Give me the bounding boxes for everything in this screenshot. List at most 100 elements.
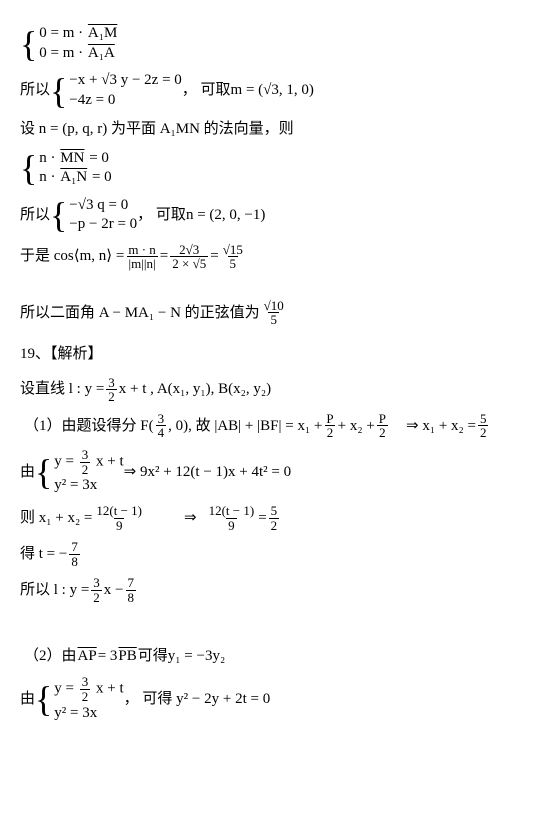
numerator: 2√3 — [177, 243, 201, 257]
brace: { −x + √3 y − 2z = 0 −4z = 0 — [50, 71, 182, 110]
text: 所以 l : y = — [20, 579, 89, 602]
text: x + t , A(x₁, y₁), B(x₂, y₂) — [119, 378, 271, 401]
brace-left: { — [35, 681, 52, 717]
denominator: 2 — [91, 590, 102, 605]
text: 得 t = − — [20, 543, 67, 566]
numerator: 7 — [126, 576, 137, 590]
fraction: 12(t − 1) 9 — [94, 504, 144, 532]
fraction: m · n |m||n| — [126, 243, 157, 271]
brace-body: 0 = m · A₁M 0 = m · A₁A — [39, 24, 118, 63]
text: = 0 — [92, 169, 112, 185]
fraction: 7 8 — [69, 540, 80, 568]
text: 则 x₁ + x₂ = — [20, 507, 92, 530]
line-so-l: 所以 l : y = 3 2 x − 7 8 — [20, 576, 527, 604]
line-so-1: 所以 { −x + √3 y − 2z = 0 −4z = 0 ， 可取 m =… — [20, 71, 527, 110]
line-let-n: 设 n = (p, q, r) 为平面 A₁MN 的法向量，则 — [20, 118, 527, 141]
text: y₁ = −3y₂ — [168, 645, 225, 668]
denominator: 2 — [478, 425, 489, 440]
text: y = — [54, 454, 77, 470]
brace-left: { — [20, 150, 37, 186]
system-2: { n · MN = 0 n · A₁N = 0 — [20, 149, 527, 188]
brace-left: { — [50, 197, 67, 233]
line-so-2: 所以 { −√3 q = 0 −p − 2r = 0 ， 可取 n = (2, … — [20, 196, 527, 235]
brace-left: { — [20, 26, 37, 62]
brace: { 0 = m · A₁M 0 = m · A₁A — [20, 24, 118, 63]
brace-body: y = 3 2 x + t y² = 3x — [54, 448, 123, 496]
text: = — [160, 245, 168, 268]
numerator: 5 — [478, 412, 489, 426]
vector: MN — [59, 149, 85, 169]
fraction: 5 2 — [269, 504, 280, 532]
text: ， 可取 — [182, 79, 231, 102]
line-set-l: 设直线 l : y = 3 2 x + t , A(x₁, y₁), B(x₂,… — [20, 376, 527, 404]
text: 于是 cos⟨m, n⟩ = — [20, 245, 124, 268]
denominator: 2 — [80, 462, 91, 477]
text: = 3 — [98, 645, 118, 668]
text: = 0 — [89, 150, 109, 166]
fraction: 3 2 — [91, 576, 102, 604]
text: = — [210, 245, 218, 268]
fraction: √10 5 — [262, 299, 286, 327]
numerator: √10 — [262, 299, 286, 313]
brace-left: { — [50, 73, 67, 109]
brace-body: y = 3 2 x + t y² = 3x — [54, 675, 123, 723]
eq-row: −4z = 0 — [69, 91, 181, 111]
numerator: P — [324, 412, 335, 426]
text: 0 = m · — [39, 45, 87, 61]
brace-body: −x + √3 y − 2z = 0 −4z = 0 — [69, 71, 181, 110]
fraction: 12(t − 1) 9 — [207, 504, 257, 532]
denominator: 2 — [269, 518, 280, 533]
brace: { y = 3 2 x + t y² = 3x — [35, 448, 124, 496]
brace-left: { — [35, 454, 52, 490]
text: n · — [39, 169, 59, 185]
eq-row: y = 3 2 x + t — [54, 675, 123, 703]
text: （2）由 — [24, 645, 77, 668]
denominator: 5 — [228, 256, 239, 271]
text: + x₂ + — [338, 415, 375, 438]
denominator: 4 — [156, 425, 167, 440]
text: x − — [104, 579, 124, 602]
line-system-3: 由 { y = 3 2 x + t y² = 3x ⇒ 9x² + 12(t −… — [20, 448, 527, 496]
line-system-4: 由 { y = 3 2 x + t y² = 3x ， 可得 y² − 2y +… — [20, 675, 527, 723]
text: y = — [54, 681, 77, 697]
denominator: 8 — [126, 590, 137, 605]
fraction: 5 2 — [478, 412, 489, 440]
text: ⇒ x₁ + x₂ = — [406, 415, 476, 438]
fraction: 3 2 — [80, 675, 91, 703]
brace-body: n · MN = 0 n · A₁N = 0 — [39, 149, 111, 188]
eq-row: y² = 3x — [54, 476, 123, 496]
fraction: 3 2 — [106, 376, 117, 404]
text: ， 可取 — [137, 204, 186, 227]
arrow-icon: ⇒ — [184, 507, 197, 530]
line-part2: （2）由 AP = 3 PB 可得 y₁ = −3y₂ — [24, 645, 527, 668]
line-cos: 于是 cos⟨m, n⟩ = m · n |m||n| = 2√3 2 × √5… — [20, 243, 527, 271]
text: = — [258, 507, 266, 530]
numerator: 3 — [80, 448, 91, 462]
fraction: √15 5 — [221, 243, 245, 271]
eq-row: n · A₁N = 0 — [39, 168, 111, 188]
text: 设直线 l : y = — [20, 378, 104, 401]
denominator: 2 — [80, 689, 91, 704]
brace: { n · MN = 0 n · A₁N = 0 — [20, 149, 112, 188]
text: （1）由题设得分 F( — [24, 415, 154, 438]
text-so: 所以 — [20, 204, 50, 227]
eq-row: 0 = m · A₁A — [39, 44, 118, 64]
text: x + t — [96, 681, 124, 697]
line-get-t: 得 t = − 7 8 — [20, 540, 527, 568]
denominator: 2 — [325, 425, 336, 440]
numerator: 5 — [269, 504, 280, 518]
numerator: 12(t − 1) — [207, 504, 257, 518]
numerator: 3 — [91, 576, 102, 590]
brace-body: −√3 q = 0 −p − 2r = 0 — [69, 196, 137, 235]
fraction: 2√3 2 × √5 — [170, 243, 208, 271]
line-part1: （1）由题设得分 F( 3 4 , 0), 故 |AB| + |BF| = x₁… — [24, 412, 527, 440]
numerator: 3 — [156, 412, 167, 426]
vector: A₁A — [87, 44, 116, 64]
numerator: P — [377, 412, 388, 426]
eq-row: −p − 2r = 0 — [69, 215, 137, 235]
eq-row: n · MN = 0 — [39, 149, 111, 169]
fraction: 3 4 — [156, 412, 167, 440]
numerator: 7 — [69, 540, 80, 554]
text: ， 可得 y² − 2y + 2t = 0 — [124, 688, 271, 711]
denominator: 9 — [226, 518, 237, 533]
